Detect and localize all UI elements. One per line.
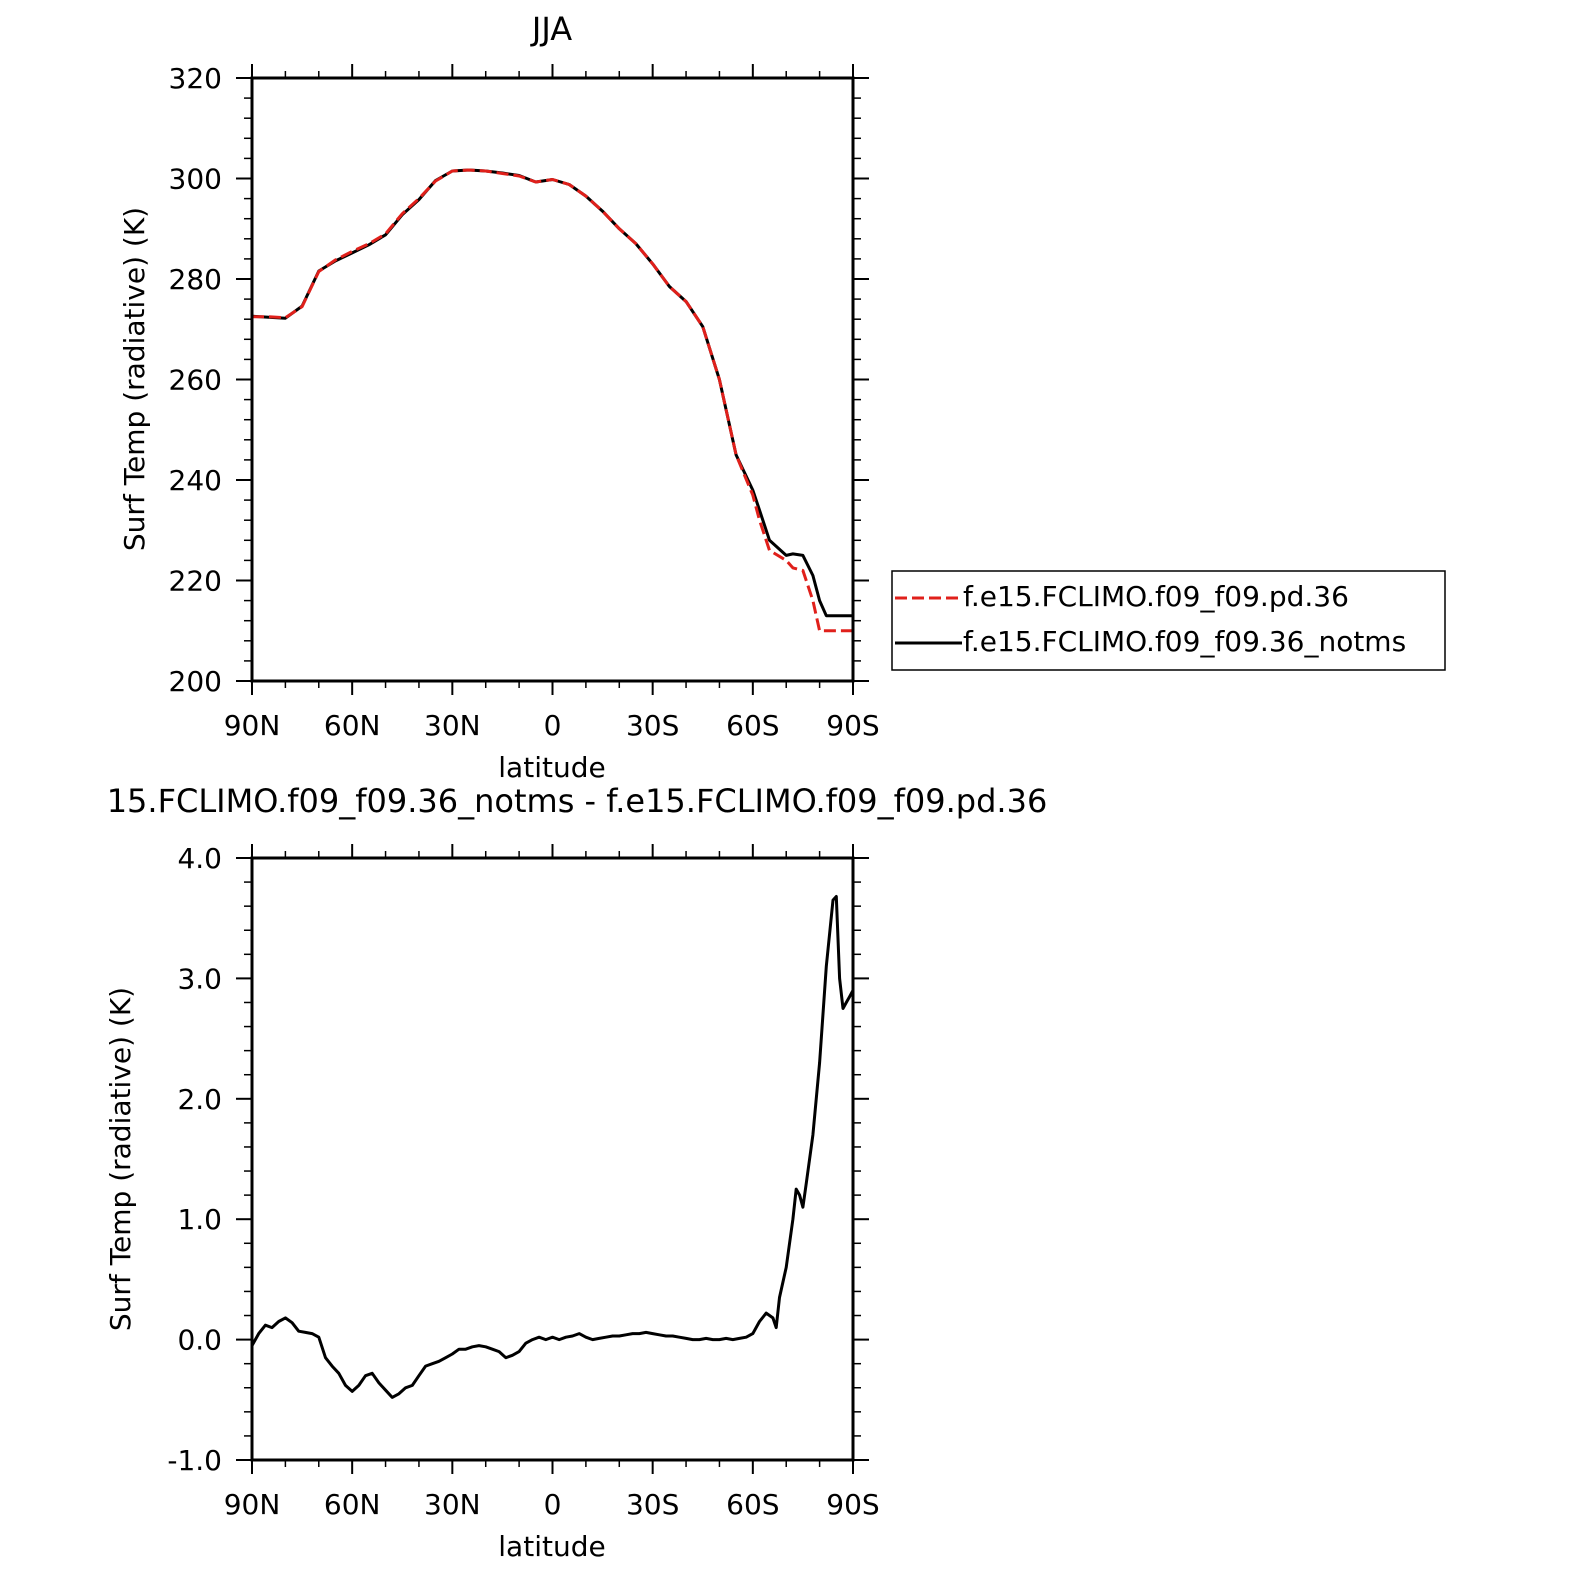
x-tick-label: 30S: [626, 709, 679, 742]
x-tick-label: 30N: [424, 709, 481, 742]
series-line-1-0: [250, 895, 855, 1399]
legend-box: [891, 570, 1446, 671]
x-tick-label: 90S: [826, 709, 879, 742]
y-tick-label: 260: [169, 364, 222, 397]
legend-label-notms: f.e15.FCLIMO.f09_f09.36_notms: [963, 625, 1406, 658]
x-tick-label: 60N: [324, 709, 381, 742]
bottom-chart-frame: [250, 856, 855, 1462]
y-tick-label: 220: [169, 565, 222, 598]
top-chart-series: [251, 168, 853, 633]
legend-label-pd36: f.e15.FCLIMO.f09_f09.pd.36: [963, 580, 1349, 613]
y-tick-label: 240: [169, 464, 222, 497]
x-tick-label: 30N: [424, 1488, 481, 1521]
bottom-chart-xlabel: latitude: [498, 1530, 605, 1563]
top-chart-title: JJA: [530, 10, 572, 48]
bottom-chart-ylabel: Surf Temp (radiative) (K): [104, 987, 137, 1331]
bottom-chart-series: [250, 895, 855, 1399]
bottom-chart-title: 15.FCLIMO.f09_f09.36_notms - f.e15.FCLIM…: [107, 782, 1048, 820]
y-tick-label: 300: [169, 163, 222, 196]
y-tick-label: 320: [169, 62, 222, 95]
top-chart-ticks: 90N 60N 30N 0 30S 60S 90S 200 220 240 260 280 300 320: [169, 62, 880, 742]
top-chart-ylabel: Surf Temp (radiative) (K): [118, 207, 151, 551]
legend: f.e15.FCLIMO.f09_f09.pd.36 f.e15.FCLIMO.…: [891, 570, 1446, 671]
y-tick-label: 3.0: [177, 962, 222, 995]
top-chart-xlabel: latitude: [498, 751, 605, 784]
y-tick-label: 0.0: [177, 1324, 222, 1357]
top-chart-frame: [250, 76, 855, 683]
y-tick-label: 4.0: [177, 842, 222, 875]
series-line-0-1: [251, 168, 853, 618]
x-tick-label: 90S: [826, 1488, 879, 1521]
series-line-0-0: [252, 168, 853, 633]
x-tick-label: 90N: [224, 709, 281, 742]
top-chart: JJA 90N 60N 30N 0 30S 60S 90S 200 220 240 260 280 30…: [118, 10, 1446, 784]
y-tick-label: 2.0: [177, 1083, 222, 1116]
bottom-chart: 15.FCLIMO.f09_f09.36_notms - f.e15.FCLIM…: [104, 782, 1047, 1563]
bottom-chart-ticks: 90N 60N 30N 0 30S 60S 90S -1.0 0.0 1.0 2.0 3.0 4.0: [167, 842, 879, 1521]
y-tick-label: -1.0: [167, 1444, 222, 1477]
y-tick-label: 280: [169, 263, 222, 296]
x-tick-label: 0: [544, 1488, 562, 1521]
y-tick-label: 200: [169, 665, 222, 698]
x-tick-label: 90N: [224, 1488, 281, 1521]
y-tick-label: 1.0: [177, 1203, 222, 1236]
x-tick-label: 60N: [324, 1488, 381, 1521]
x-tick-label: 0: [544, 709, 562, 742]
x-tick-label: 30S: [626, 1488, 679, 1521]
x-tick-label: 60S: [726, 709, 779, 742]
x-tick-label: 60S: [726, 1488, 779, 1521]
